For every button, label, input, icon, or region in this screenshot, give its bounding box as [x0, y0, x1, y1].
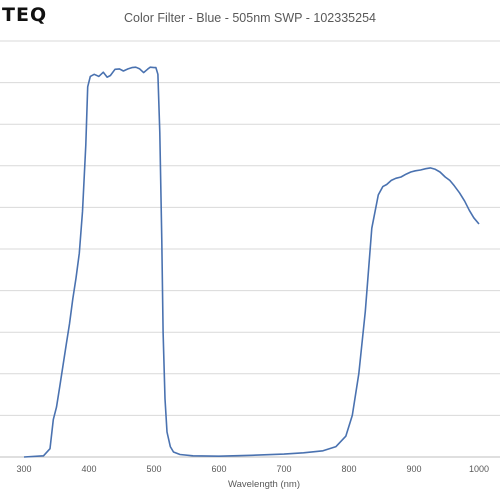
x-tick-label-500: 500 — [146, 464, 161, 474]
x-tick-labels: 2003004005006007008009001000 — [16, 464, 489, 474]
x-tick-label-800: 800 — [341, 464, 356, 474]
x-tick-label-900: 900 — [406, 464, 421, 474]
x-tick-label-600: 600 — [211, 464, 226, 474]
x-tick-label-1000: 1000 — [469, 464, 489, 474]
chart-title: Color Filter - Blue - 505nm SWP - 102335… — [124, 11, 376, 25]
gridlines — [0, 40, 500, 458]
x-axis-title: Wavelength (nm) — [228, 479, 300, 490]
x-tick-label-400: 400 — [81, 464, 96, 474]
x-tick-label-300: 300 — [16, 464, 31, 474]
company-logo: TEQ — [2, 4, 48, 26]
x-tick-label-700: 700 — [276, 464, 291, 474]
series-line-transmission — [23, 66, 480, 458]
